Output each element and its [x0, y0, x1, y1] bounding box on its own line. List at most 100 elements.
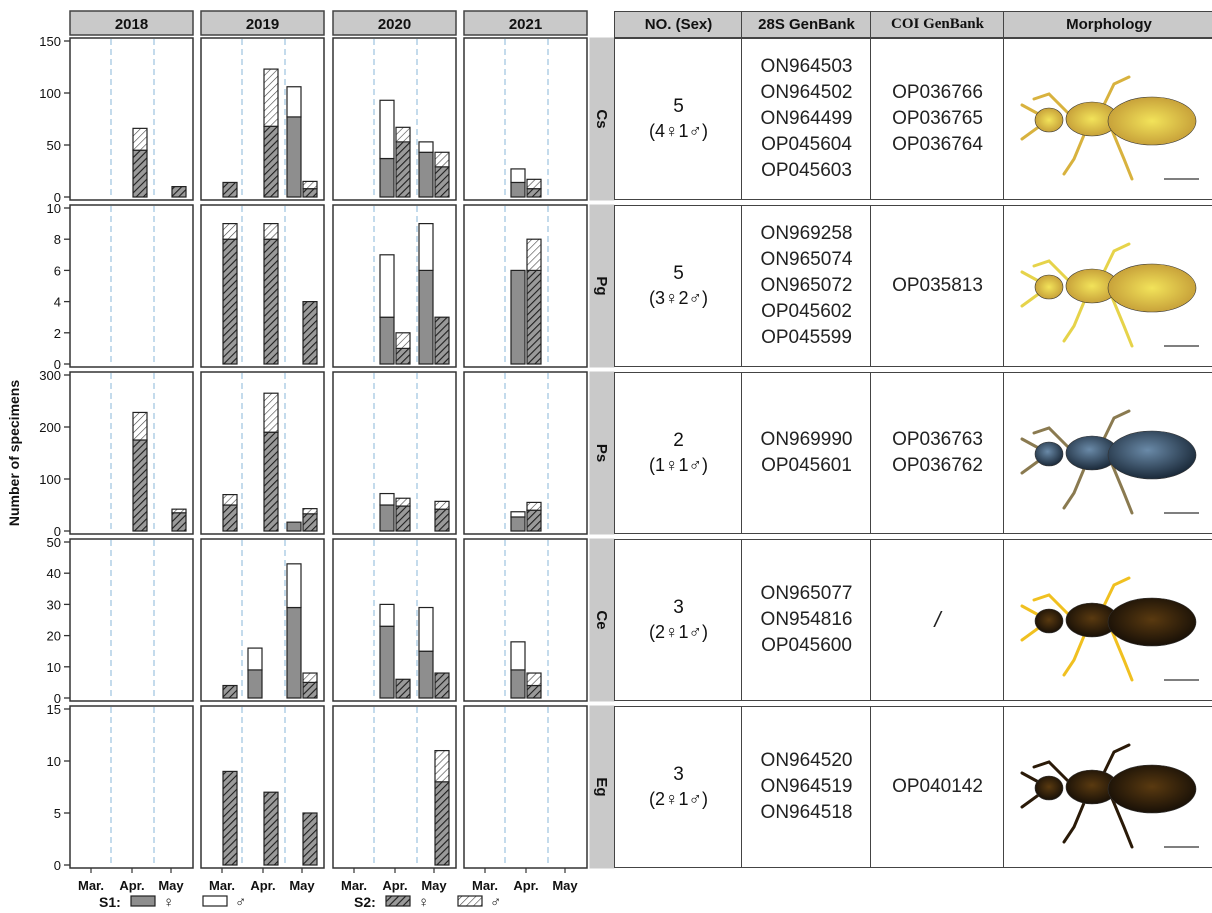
bar-Ps-2020-May-S2-female [434, 508, 450, 532]
y-tick-label-Eg: 10 [47, 754, 61, 769]
bar-Ps-2019-May-S2-female [302, 513, 318, 532]
panel-Eg-2018 [69, 705, 194, 869]
bar-Ce-2021-Apr.-S1-male [510, 641, 526, 671]
panel-Ce-2018 [69, 538, 194, 702]
legend-sex-label: ♂ [235, 894, 246, 911]
species-strip-Pg [589, 204, 615, 368]
insect-specimen-photo-black-yellow-legs [1020, 576, 1199, 682]
bar-Cs-2021-Apr.-S1-female [510, 181, 526, 198]
bar-Ce-2020-May-S2-female [434, 672, 450, 699]
genbank-coi-cell-Pg: OP035813 [870, 205, 1005, 367]
y-tick-label-Ps: 0 [54, 524, 61, 539]
bar-Ce-2020-Apr.-S1-male [379, 603, 395, 627]
bar-Eg-2019-May-S2-female [302, 812, 318, 866]
bar-Eg-2020-May-S2-female [434, 781, 450, 866]
x-tick-label: May [552, 878, 578, 893]
accession-28s: OP045602 [761, 301, 852, 322]
species-strip-Cs [589, 37, 615, 201]
bar-Cs-2019-May-S2-male [302, 180, 318, 190]
table-header-1: 28S GenBank [741, 11, 872, 38]
species-label-Pg: Pg [593, 276, 610, 295]
legend-sex-label: ♂ [490, 894, 501, 911]
bar-Pg-2020-May-S1-male [418, 223, 434, 272]
bar-Cs-2019-May-S2-female [302, 188, 318, 198]
bar-Pg-2019-Apr.-S2-female [263, 238, 279, 365]
sex-count-cell-Eg: 3 (2♀1♂) [614, 706, 743, 868]
bar-Ce-2021-Apr.-S1-female [510, 669, 526, 699]
accession-28s: ON964499 [760, 108, 853, 129]
accession-coi: OP036765 [892, 108, 983, 129]
legend-group-label: S1: [99, 894, 121, 910]
bar-Cs-2021-Apr.-S2-male [526, 178, 542, 190]
accession-28s: OP045604 [761, 134, 852, 155]
specimen-count: 5 [673, 263, 684, 284]
y-tick-label-Ce: 20 [47, 629, 61, 644]
x-tick-label: Apr. [513, 878, 538, 893]
species-strip-Ce [589, 538, 615, 702]
bar-Pg-2020-Apr.-S2-female [395, 347, 411, 365]
bar-Cs-2020-May-S1-female [418, 151, 434, 198]
bar-Ps-2018-May-S2-male [171, 508, 187, 514]
morphology-cell-Ps [1003, 372, 1212, 534]
y-tick-label-Pg: 8 [54, 232, 61, 247]
sex-count-cell-Pg: 5 (3♀2♂) [614, 205, 743, 367]
insect-specimen-photo-yellow [1020, 75, 1199, 181]
legend-swatch-light-hatch [457, 895, 483, 907]
genbank-coi-cell-Eg: OP040142 [870, 706, 1005, 868]
panel-Cs-2018 [69, 37, 194, 201]
bar-Ps-2020-Apr.-S1-male [379, 492, 395, 506]
accession-coi: OP036763 [892, 429, 983, 450]
sex-ratio: (2♀1♂) [648, 789, 708, 809]
y-tick-label-Eg: 0 [54, 858, 61, 873]
insect-specimen-photo-blue-black [1020, 409, 1199, 515]
accession-28s: OP045599 [761, 327, 852, 348]
bar-Ps-2019-Apr.-S2-female [263, 431, 279, 532]
bar-Pg-2020-May-S2-female [434, 316, 450, 365]
sex-count-cell-Cs: 5 (4♀1♂) [614, 38, 743, 200]
y-tick-label-Pg: 2 [54, 326, 61, 341]
bar-Cs-2018-May-S2-female [171, 186, 187, 198]
bar-Ps-2021-Apr.-S2-female [526, 509, 542, 532]
bar-Cs-2019-Mar.-S2-female [222, 181, 238, 198]
x-tick-label: Mar. [209, 878, 235, 893]
genbank-28s-cell-Cs: ON964503 ON964502 ON964499 OP045604 OP045603 [741, 38, 872, 200]
legend-swatch-dark-hatch [385, 895, 411, 907]
accession-coi: OP036766 [892, 82, 983, 103]
x-tick-label: May [421, 878, 447, 893]
y-tick-label-Ps: 200 [39, 420, 61, 435]
x-tick-label: Mar. [472, 878, 498, 893]
year-label-2018: 2018 [115, 16, 148, 33]
y-tick-label-Cs: 150 [39, 34, 61, 49]
accession-28s: OP045603 [761, 160, 852, 181]
accession-28s: OP045600 [761, 635, 852, 656]
genbank-28s-cell-Pg: ON969258 ON965074 ON965072 OP045602 OP045599 [741, 205, 872, 367]
bar-Ps-2019-May-S1-female [286, 521, 302, 532]
y-axis-title: Number of specimens [6, 380, 22, 526]
legend-swatch-white [202, 895, 228, 907]
accession-28s: ON964503 [760, 56, 853, 77]
bar-Pg-2021-Apr.-S1-female [510, 269, 526, 365]
species-label-Cs: Cs [593, 109, 610, 128]
accession-coi: OP040142 [892, 776, 983, 797]
bar-Cs-2020-May-S2-male [434, 151, 450, 168]
panel-Ps-2019 [200, 371, 325, 535]
accession-28s: ON964519 [760, 776, 853, 797]
bar-Cs-2021-Apr.-S2-female [526, 188, 542, 198]
sex-count-cell-Ps: 2 (1♀1♂) [614, 372, 743, 534]
genbank-28s-cell-Ce: ON965077 ON954816 OP045600 [741, 539, 872, 701]
specimen-count: 2 [673, 430, 684, 451]
accession-28s: ON965074 [760, 249, 853, 270]
bar-Ps-2019-Mar.-S2-male [222, 494, 238, 506]
y-tick-label-Ps: 300 [39, 368, 61, 383]
bar-Cs-2020-Apr.-S2-male [395, 126, 411, 143]
y-tick-label-Pg: 6 [54, 263, 61, 278]
insect-specimen-photo-yellow-spotted [1020, 242, 1199, 348]
species-label-Ce: Ce [593, 610, 610, 629]
bar-Ce-2020-Apr.-S2-female [395, 678, 411, 699]
accession-28s: ON965072 [760, 275, 853, 296]
y-tick-label-Pg: 4 [54, 295, 61, 310]
sex-ratio: (3♀2♂) [648, 288, 708, 308]
x-tick-label: Mar. [78, 878, 104, 893]
year-label-2021: 2021 [509, 16, 542, 33]
